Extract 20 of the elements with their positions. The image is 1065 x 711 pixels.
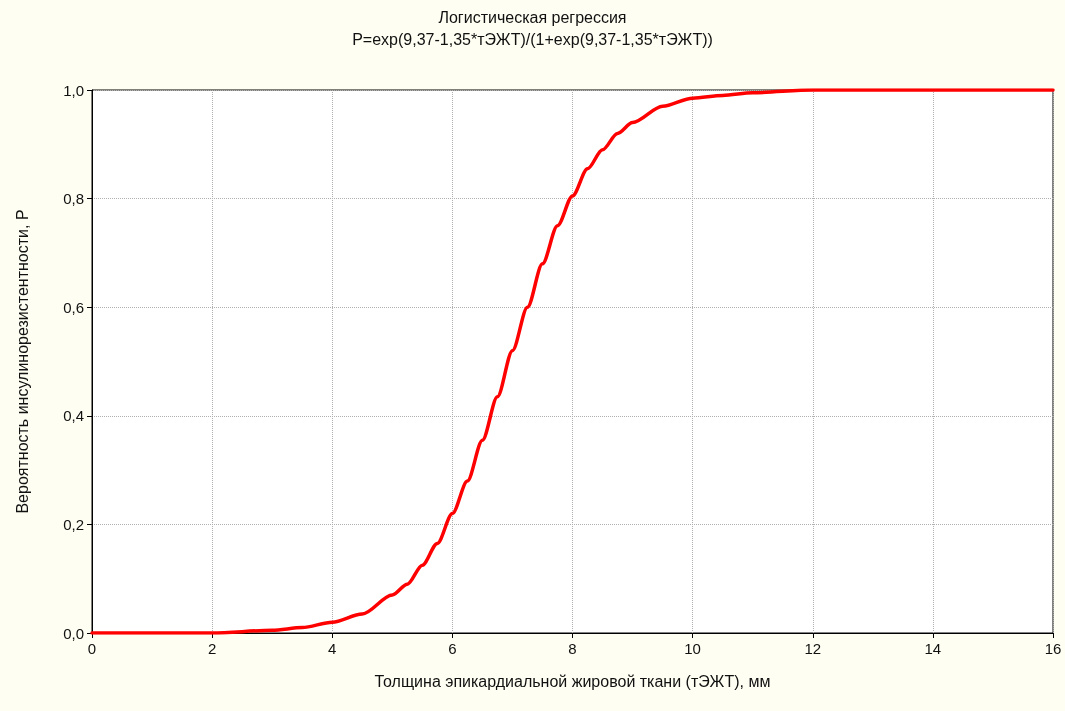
x-axis-title: Толщина эпикардиальной жировой ткани (тЭЖТ), мм <box>374 672 771 690</box>
chart-title: Логистическая регрессия <box>438 8 627 26</box>
x-tick-label: 10 <box>684 640 701 657</box>
y-tick-label: 0,8 <box>63 190 84 208</box>
x-tick-label: 4 <box>328 640 337 657</box>
x-tick-label: 2 <box>207 640 217 657</box>
x-tick-label: 14 <box>924 640 942 657</box>
y-axis-title: Вероятность инсулинорезистентности, P <box>13 209 31 514</box>
y-tick-label: 0,6 <box>63 298 84 316</box>
x-tick-label: 8 <box>568 640 577 657</box>
line-series <box>90 88 1055 635</box>
y-tick-label: 0,0 <box>63 624 84 642</box>
y-tick-label: 1,0 <box>63 81 84 99</box>
chart-subtitle: P=exp(9,37-1,35*тЭЖТ)/(1+exp(9,37-1,35*тЭЖТ)) <box>352 30 713 48</box>
y-tick-label: 0,4 <box>63 407 84 425</box>
x-tick-label: 16 <box>1044 640 1062 657</box>
x-tick-label: 0 <box>87 640 97 657</box>
x-tick-label: 6 <box>448 640 457 657</box>
x-tick-label: 12 <box>804 640 822 657</box>
y-tick-label: 0,2 <box>63 515 84 533</box>
